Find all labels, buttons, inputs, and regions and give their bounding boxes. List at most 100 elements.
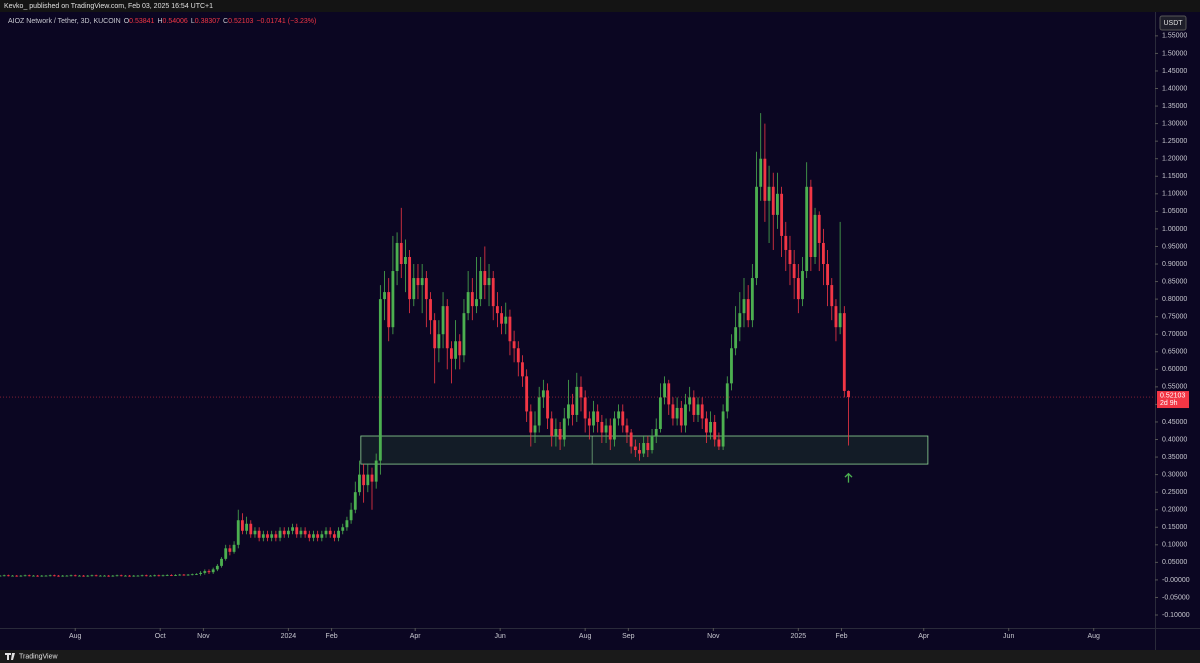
x-tick-label: Oct <box>155 633 166 640</box>
candle-body <box>842 313 846 391</box>
candle-body <box>663 383 666 398</box>
candle-body <box>508 316 512 342</box>
candle-body <box>395 242 399 272</box>
candle-body <box>638 450 641 454</box>
candle-body <box>153 575 157 577</box>
candle-body <box>316 534 320 538</box>
y-tick-label: 0.60000 <box>1162 366 1187 373</box>
candle-body <box>780 193 784 236</box>
y-tick-label: 0.35000 <box>1162 454 1187 461</box>
candle-body <box>433 320 437 349</box>
candle-body <box>847 390 850 398</box>
y-tick-label: 1.00000 <box>1162 226 1187 233</box>
x-tick-label: Apr <box>918 633 930 640</box>
candle-body <box>709 421 712 433</box>
candle-body <box>111 575 115 577</box>
candle-body <box>771 186 775 215</box>
candle-body <box>220 558 223 566</box>
candle-body <box>717 439 721 447</box>
ohlc-key: H <box>157 18 162 25</box>
up-arrow <box>844 472 853 483</box>
candle-body <box>190 574 194 576</box>
countdown: 2d 9h <box>1160 400 1178 407</box>
candle-body <box>337 530 340 538</box>
x-tick-label: Jun <box>495 633 506 640</box>
candle-body <box>801 271 804 300</box>
candle-body <box>533 425 537 433</box>
candle-body <box>274 534 278 538</box>
candle-body <box>65 575 69 577</box>
y-tick-label: 1.45000 <box>1162 68 1187 75</box>
candle-body <box>82 575 86 577</box>
ohlc-value: 0.38307 <box>195 18 220 25</box>
candle-body <box>721 411 725 447</box>
candle-body <box>119 575 123 577</box>
y-tick-label: 1.30000 <box>1162 120 1187 127</box>
y-tick-label: 1.40000 <box>1162 85 1187 92</box>
candle-body <box>529 411 533 433</box>
tv-logo <box>5 653 15 660</box>
y-tick-label: 1.50000 <box>1162 50 1187 57</box>
candle-body <box>211 569 215 573</box>
candle-body <box>449 348 453 359</box>
candle-body <box>696 404 700 415</box>
y-tick-label: 0.75000 <box>1162 314 1187 321</box>
candle-body <box>516 348 520 363</box>
candle-body <box>165 574 169 576</box>
candle-body <box>203 571 207 573</box>
candle-body <box>483 271 487 286</box>
candle-body <box>730 348 733 384</box>
candle-body <box>98 575 102 577</box>
x-tick-label: Feb <box>326 633 338 640</box>
x-tick-label: Jun <box>1003 633 1014 640</box>
candle-body <box>445 306 449 349</box>
y-tick-label: 0.90000 <box>1162 261 1187 268</box>
candle-body <box>349 509 353 521</box>
candle-body <box>408 256 412 300</box>
candle-body <box>583 397 587 419</box>
candle-body <box>838 313 842 328</box>
candle-body <box>742 299 746 314</box>
candle-body <box>399 242 403 265</box>
candle-body <box>353 492 357 510</box>
candle-body <box>642 443 646 454</box>
candle-body <box>809 186 813 257</box>
candle-body <box>429 299 432 321</box>
candle-body <box>487 278 491 286</box>
candle-body <box>491 278 495 307</box>
candle-body <box>704 418 708 433</box>
candle-body <box>182 574 186 576</box>
candle-body <box>713 421 717 440</box>
candle-body <box>558 428 562 440</box>
candle-body <box>412 278 416 300</box>
ohlc-key: O <box>124 18 130 25</box>
candle-body <box>136 575 140 577</box>
candle-body <box>479 271 483 300</box>
change: −0.01741 (−3.23%) <box>256 18 316 25</box>
ohlc-value: 0.54006 <box>163 18 188 25</box>
candle-body <box>420 278 424 286</box>
candle-body <box>567 404 570 419</box>
candle-body <box>684 404 687 426</box>
candle-body <box>115 575 119 577</box>
candle-body <box>73 575 77 577</box>
candle-body <box>813 214 817 257</box>
candle-body <box>303 530 307 535</box>
candle-body <box>27 575 31 577</box>
candle-body <box>608 425 612 440</box>
candle-body <box>512 341 516 349</box>
plot-area <box>0 113 929 577</box>
x-tick-label: 2025 <box>791 633 807 640</box>
currency-button[interactable] <box>1159 15 1187 31</box>
candle-body <box>11 575 14 577</box>
candle-body <box>86 575 90 577</box>
candle-body <box>324 530 328 535</box>
x-tick-label: Nov <box>707 633 720 640</box>
candle-body <box>19 575 23 577</box>
candle-body <box>366 474 370 486</box>
candle-body <box>157 575 161 577</box>
x-tick-label: Aug <box>69 633 82 640</box>
candle-body <box>123 575 127 577</box>
currency[interactable]: USDT <box>1163 20 1183 27</box>
candle-body <box>261 534 265 538</box>
